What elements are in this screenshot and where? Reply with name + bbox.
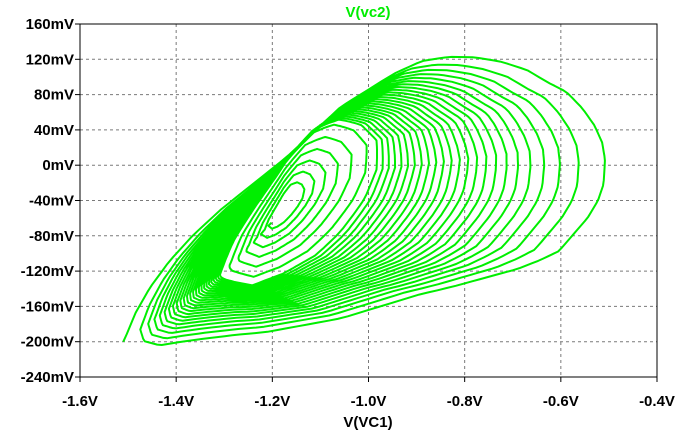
y-tick-label: -120mV (21, 263, 74, 280)
chart-title: V(vc2) (345, 4, 390, 21)
y-tick-label: 0mV (42, 157, 74, 174)
y-tick-label: -240mV (21, 369, 74, 386)
y-tick-label: -40mV (29, 193, 74, 210)
x-tick-label: -1.4V (158, 393, 194, 410)
x-tick-label: -0.4V (639, 393, 675, 410)
y-tick-label: 120mV (26, 51, 74, 68)
y-tick-label: 160mV (26, 16, 74, 33)
y-tick-label: -200mV (21, 334, 74, 351)
x-tick-label: -0.6V (543, 393, 579, 410)
x-tick-label: -1.2V (254, 393, 290, 410)
x-tick-label: -1.0V (351, 393, 387, 410)
axis-ticks (75, 23, 658, 382)
x-tick-label: -0.8V (447, 393, 483, 410)
y-tick-label: -160mV (21, 298, 74, 315)
y-tick-label: -80mV (29, 228, 74, 245)
x-axis-label: V(VC1) (343, 414, 392, 431)
y-axis-tick-labels: 160mV 120mV 80mV 40mV 0mV -40mV -80mV -120mV -16… (21, 16, 74, 386)
y-tick-label: 40mV (34, 122, 74, 139)
x-tick-label: -1.6V (62, 393, 98, 410)
x-axis-tick-labels: -1.6V -1.4V -1.2V -1.0V -0.8V -0.6V -0.4V (62, 393, 675, 410)
y-tick-label: 80mV (34, 87, 74, 104)
series-line-vc2 (122, 55, 606, 346)
trace-layer (122, 55, 606, 346)
